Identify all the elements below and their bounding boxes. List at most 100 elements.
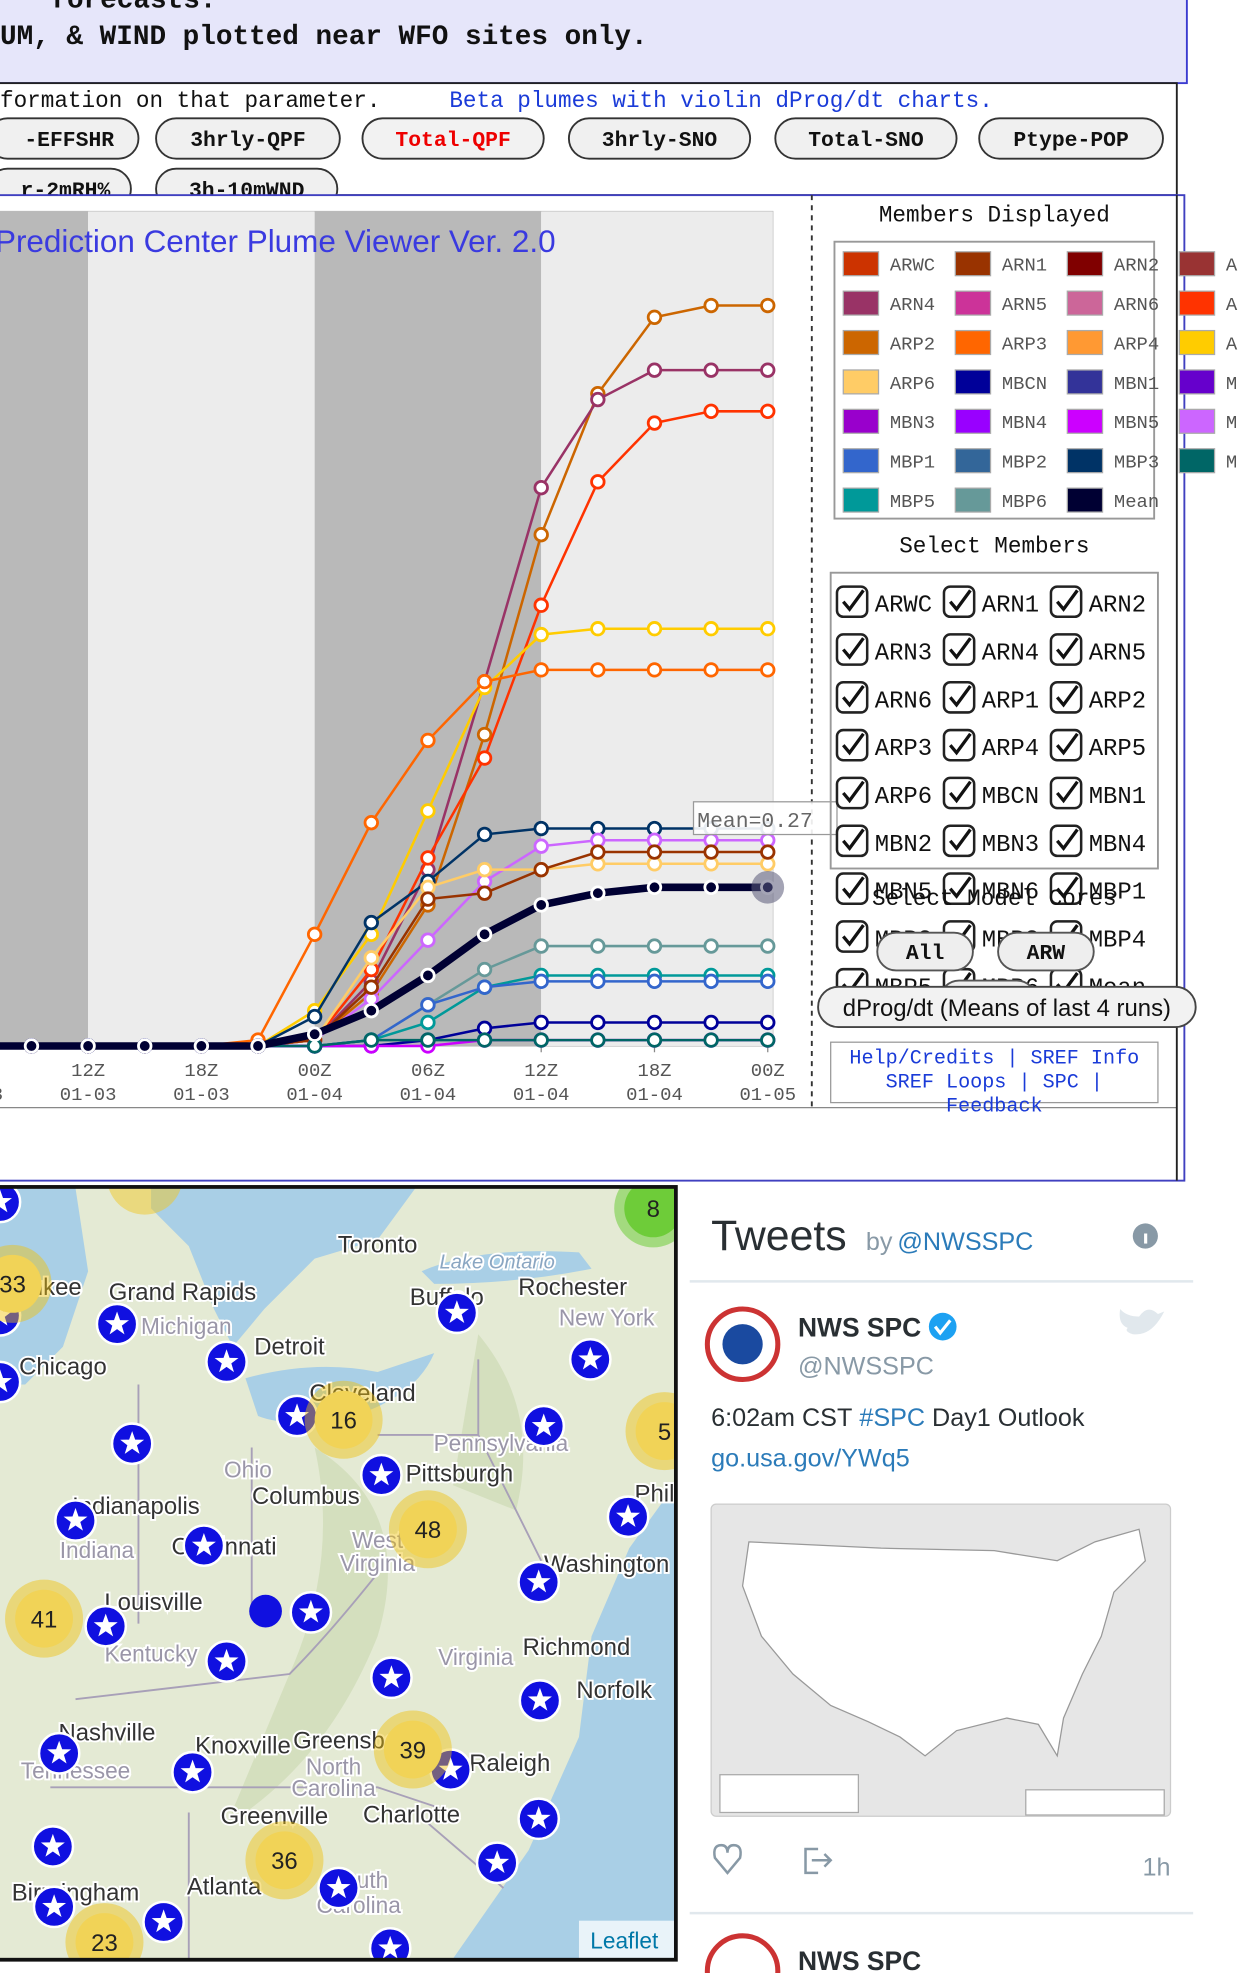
button-label[interactable]: r-2mRH% bbox=[21, 179, 111, 203]
station-star[interactable] bbox=[379, 1665, 404, 1688]
help-link[interactable]: SREF Loops | SPC | bbox=[886, 1072, 1103, 1095]
checkmark[interactable] bbox=[842, 924, 865, 947]
checkmark[interactable] bbox=[1055, 828, 1079, 852]
checkbox-label[interactable]: MBP4 bbox=[1089, 928, 1146, 955]
station-star[interactable] bbox=[93, 1613, 118, 1637]
cluster[interactable] bbox=[398, 1500, 457, 1559]
cluster-count[interactable]: 5 bbox=[658, 1419, 671, 1446]
checkmark[interactable] bbox=[1055, 589, 1079, 612]
core-button[interactable] bbox=[997, 931, 1095, 972]
station-star[interactable] bbox=[105, 1311, 130, 1335]
cluster[interactable] bbox=[624, 1179, 682, 1238]
station-star[interactable] bbox=[0, 1369, 12, 1393]
station-star[interactable] bbox=[369, 1462, 394, 1486]
checkmark[interactable] bbox=[842, 828, 865, 852]
cluster[interactable] bbox=[255, 1831, 314, 1890]
checkbox-label[interactable]: ARP6 bbox=[875, 784, 932, 811]
station-star[interactable] bbox=[578, 1346, 603, 1370]
station-marker[interactable] bbox=[0, 1360, 22, 1404]
checkmark[interactable] bbox=[949, 732, 972, 756]
author-handle[interactable]: @NWSSPC bbox=[798, 1352, 934, 1380]
checkmark[interactable] bbox=[949, 589, 972, 612]
checkbox-label[interactable]: MBCN bbox=[982, 784, 1039, 811]
station-star[interactable] bbox=[180, 1759, 205, 1783]
checkmark[interactable] bbox=[1055, 685, 1079, 708]
checkmark[interactable] bbox=[842, 780, 865, 804]
checkbox-label[interactable]: MBN6 bbox=[982, 880, 1039, 907]
station-star[interactable] bbox=[438, 1757, 463, 1780]
cluster[interactable] bbox=[75, 1913, 134, 1971]
button[interactable] bbox=[155, 117, 341, 160]
checkbox-label[interactable]: ARP1 bbox=[982, 688, 1039, 715]
checkbox-label[interactable]: ARN3 bbox=[875, 641, 932, 668]
station-star[interactable] bbox=[47, 1740, 72, 1764]
cluster[interactable] bbox=[0, 1254, 42, 1313]
station-star[interactable] bbox=[214, 1349, 239, 1373]
checkmark[interactable] bbox=[949, 780, 972, 804]
cluster[interactable] bbox=[383, 1720, 442, 1779]
checkbox-label[interactable]: ARN5 bbox=[1089, 641, 1146, 668]
checkmark[interactable] bbox=[842, 732, 865, 756]
cluster-count[interactable]: 39 bbox=[400, 1737, 427, 1764]
like-icon[interactable] bbox=[713, 1843, 742, 1875]
button-label[interactable]: 3h-10mWND bbox=[189, 179, 304, 203]
info-link[interactable]: Beta plumes with violin dProg/dt charts. bbox=[449, 88, 992, 114]
checkmark[interactable] bbox=[842, 876, 865, 899]
station-star[interactable] bbox=[526, 1806, 551, 1829]
station-star[interactable] bbox=[191, 1533, 216, 1556]
button[interactable] bbox=[567, 117, 752, 160]
attribution[interactable]: Leaflet bbox=[590, 1927, 659, 1953]
button-label[interactable]: Ptype-POP bbox=[1013, 129, 1128, 153]
checkbox-label[interactable]: MBN3 bbox=[982, 832, 1039, 859]
hashtag[interactable]: #SPC bbox=[859, 1404, 925, 1432]
tweet-link[interactable]: go.usa.gov/YWq5 bbox=[711, 1444, 910, 1472]
cluster-count[interactable]: 41 bbox=[31, 1606, 58, 1633]
checkbox-label[interactable]: MBN4 bbox=[1089, 832, 1146, 859]
checkbox-label[interactable]: ARN2 bbox=[1089, 593, 1146, 620]
button[interactable] bbox=[0, 117, 140, 160]
station-star[interactable] bbox=[151, 1909, 176, 1933]
tweet-time[interactable]: 1h bbox=[1143, 1853, 1171, 1881]
button[interactable] bbox=[361, 117, 545, 160]
station-star[interactable] bbox=[326, 1875, 351, 1899]
checkbox-label[interactable]: ARP4 bbox=[982, 736, 1039, 763]
station-star[interactable] bbox=[527, 1687, 552, 1711]
button-label[interactable]: Total-SNO bbox=[808, 129, 924, 153]
checkmark[interactable] bbox=[842, 589, 865, 612]
checkmark[interactable] bbox=[949, 685, 972, 708]
button-label[interactable]: 3hrly-QPF bbox=[190, 129, 305, 153]
author[interactable]: NWS SPC bbox=[798, 1313, 921, 1343]
checkbox-label[interactable]: ARN4 bbox=[982, 641, 1039, 668]
station-star[interactable] bbox=[444, 1300, 469, 1323]
help-link[interactable]: Help/Credits | SREF Info bbox=[849, 1048, 1139, 1071]
station-star[interactable] bbox=[0, 1189, 12, 1213]
cluster[interactable] bbox=[314, 1390, 373, 1449]
checkmark[interactable] bbox=[1055, 732, 1079, 756]
cluster-count[interactable]: 16 bbox=[330, 1408, 357, 1435]
checkbox-label[interactable]: ARN1 bbox=[982, 593, 1039, 620]
share-icon[interactable] bbox=[804, 1847, 833, 1875]
checkmark[interactable] bbox=[1055, 637, 1079, 660]
cluster-count[interactable]: 8 bbox=[647, 1196, 660, 1223]
core-button[interactable] bbox=[876, 931, 974, 972]
station-star[interactable] bbox=[285, 1403, 309, 1427]
author[interactable]: NWS SPC bbox=[798, 1946, 921, 1973]
station-star[interactable] bbox=[616, 1504, 641, 1527]
station-marker[interactable] bbox=[249, 1594, 282, 1628]
checkmark[interactable] bbox=[949, 637, 972, 660]
station-star[interactable] bbox=[298, 1599, 323, 1623]
checkmark[interactable] bbox=[1055, 780, 1079, 804]
cluster-count[interactable]: 48 bbox=[415, 1517, 442, 1544]
checkbox-label[interactable]: ARP2 bbox=[1089, 688, 1146, 715]
checkbox-label[interactable]: MBN2 bbox=[875, 832, 932, 859]
button[interactable] bbox=[155, 167, 339, 209]
cluster[interactable] bbox=[15, 1589, 74, 1648]
button-label[interactable]: 3hrly-SNO bbox=[602, 129, 718, 153]
button[interactable] bbox=[774, 117, 958, 160]
checkbox-label[interactable]: ARP5 bbox=[1089, 736, 1146, 763]
checkbox-label[interactable]: ARN6 bbox=[875, 688, 932, 715]
cluster[interactable] bbox=[635, 1402, 694, 1461]
dprog-label[interactable]: dProg/dt (Means of last 4 runs) bbox=[843, 995, 1171, 1022]
checkmark[interactable] bbox=[949, 828, 972, 852]
core-label[interactable]: ARW bbox=[1027, 942, 1066, 966]
